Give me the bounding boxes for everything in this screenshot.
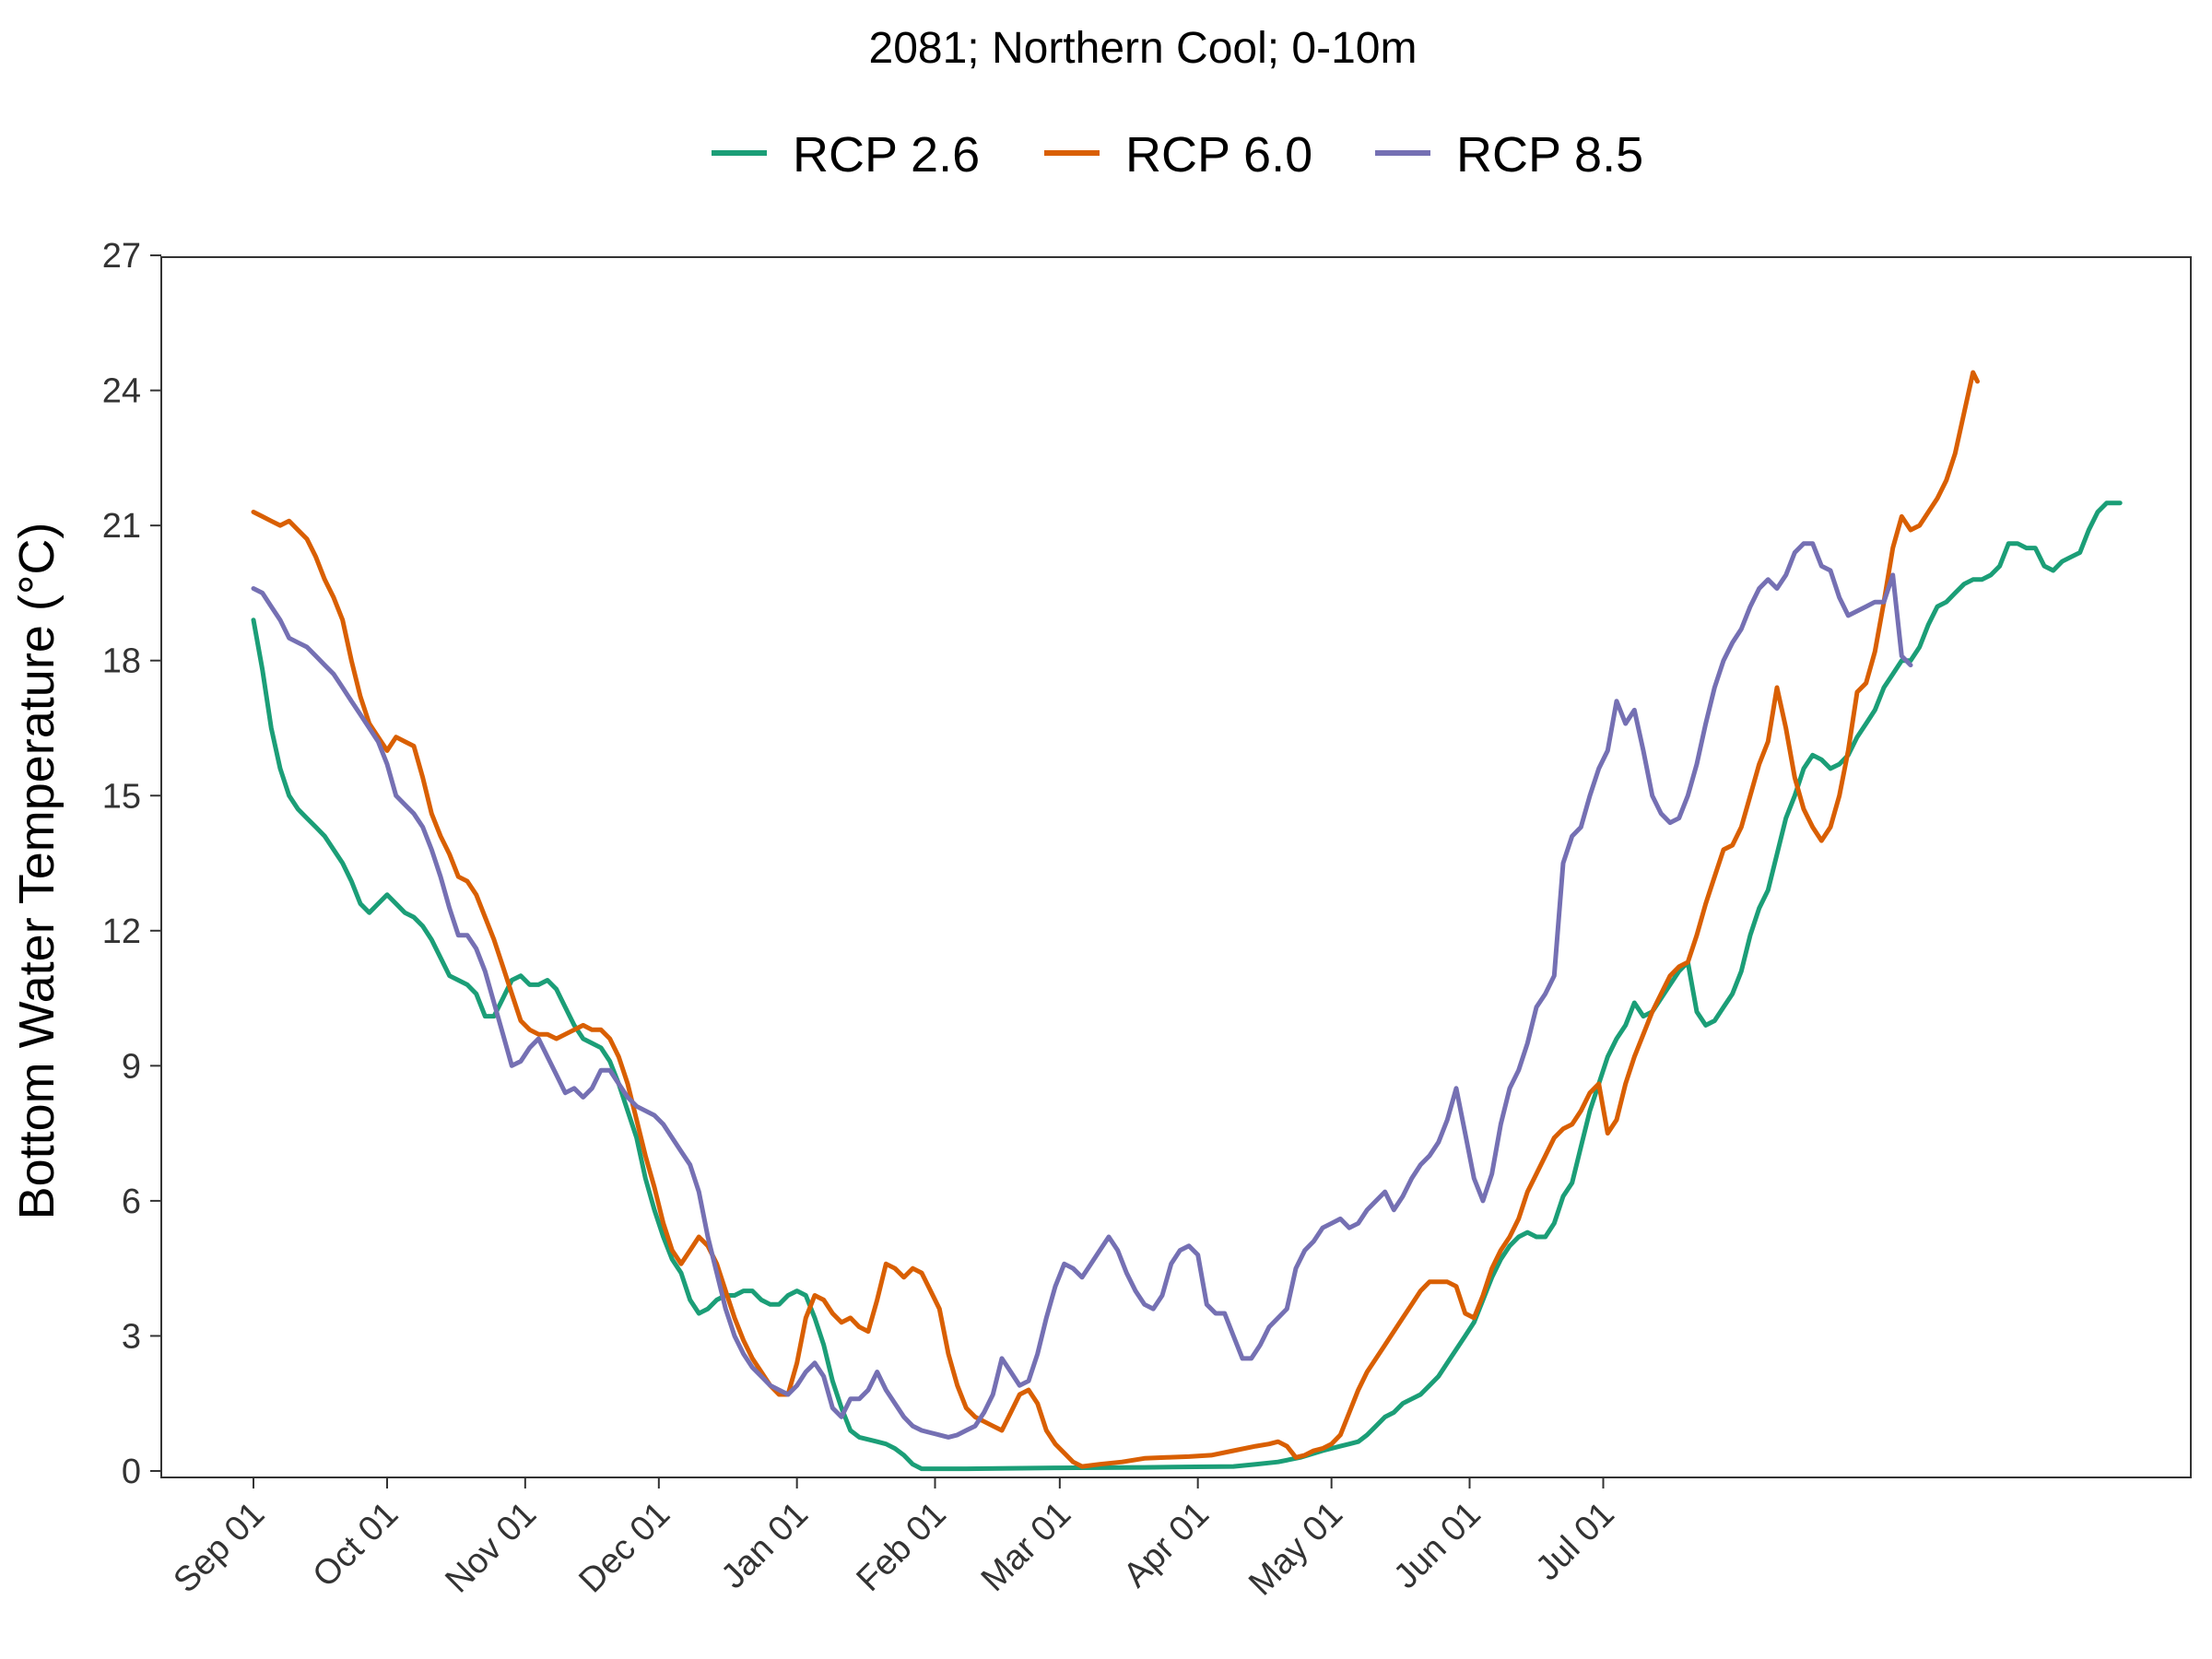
y-tick-label: 21: [102, 507, 141, 546]
y-tick-label: 18: [102, 642, 141, 681]
series-line-rcp-8-5: [251, 541, 1913, 1440]
x-tick-label: Jul 01: [1528, 1495, 1621, 1588]
x-axis: Sep 01 Oct 01 Nov 01 Dec 01 Jan 01 Feb 01 Mar …: [166, 1477, 1622, 1604]
x-tick-label: Oct 01: [306, 1495, 406, 1595]
y-axis-title: Bottom Water Temperature (°C): [9, 523, 65, 1220]
legend: RCP 2.6 RCP 6.0 RCP 8.5: [712, 127, 1643, 182]
y-tick-label: 27: [102, 237, 141, 276]
y-tick-label: 3: [122, 1317, 141, 1356]
legend-label: RCP 6.0: [1125, 127, 1312, 182]
x-tick-label: Sep 01: [166, 1495, 272, 1601]
plot-panel-border: [160, 256, 2192, 1478]
y-tick-label: 15: [102, 777, 141, 816]
legend-label: RCP 8.5: [1456, 127, 1643, 182]
y-tick-label: 24: [102, 372, 141, 411]
legend-label: RCP 2.6: [793, 127, 980, 182]
x-tick-label: Apr 01: [1116, 1495, 1217, 1595]
y-tick-label: 9: [122, 1047, 141, 1086]
x-tick-label: Dec 01: [571, 1495, 677, 1601]
series-layer: [251, 370, 2123, 1472]
y-tick-label: 12: [102, 912, 141, 951]
series-line-rcp-6-0: [251, 370, 1980, 1469]
chart-title: 2081; Northern Cool; 0-10m: [869, 24, 1418, 73]
x-tick-label: Nov 01: [438, 1495, 544, 1601]
x-tick-label: Feb 01: [850, 1495, 954, 1599]
y-axis: 0 3 6 9 12 15 18 21 24 27: [102, 237, 161, 1491]
x-tick-label: Jun 01: [1386, 1495, 1488, 1596]
y-tick-label: 0: [122, 1453, 141, 1491]
x-tick-label: Mar 01: [974, 1495, 1078, 1599]
x-tick-label: May 01: [1241, 1495, 1350, 1604]
x-tick-label: Jan 01: [714, 1495, 816, 1596]
y-tick-label: 6: [122, 1182, 141, 1221]
series-line-rcp-2-6: [251, 500, 2123, 1472]
